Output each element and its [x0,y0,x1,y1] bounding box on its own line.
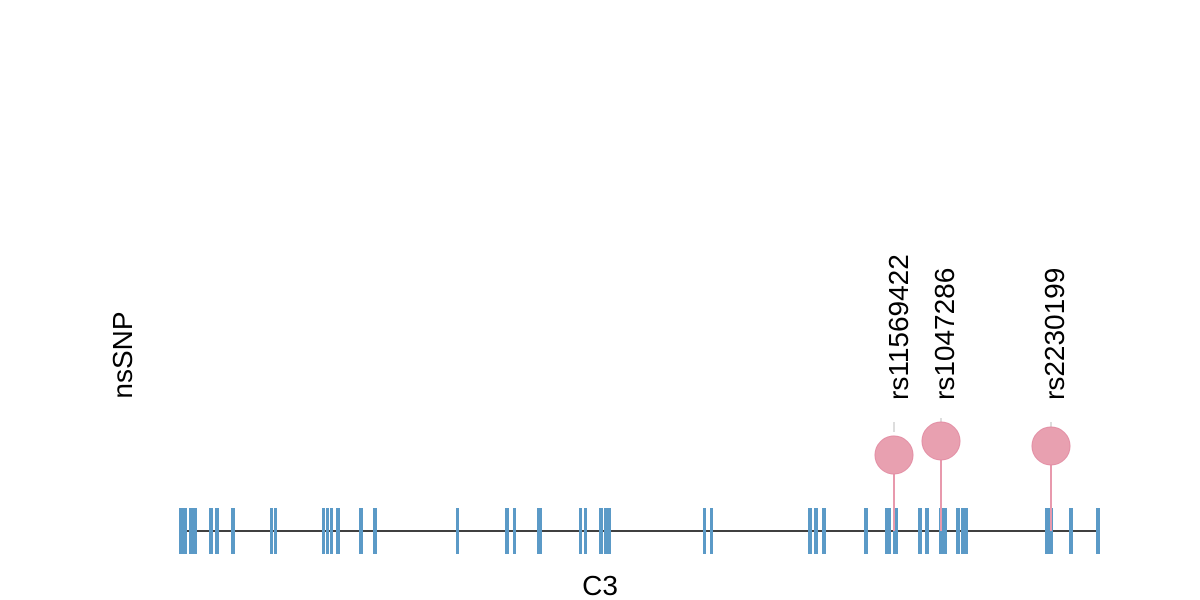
exon [814,508,818,554]
exon [215,508,219,554]
exon [893,508,898,554]
snp-label: rs2230199 [1039,268,1070,400]
exon [822,508,826,554]
track-label: nsSNP [107,311,138,398]
snp-head [921,421,961,461]
exon [373,508,377,554]
exon [584,508,587,554]
exon [956,508,960,554]
exon [456,508,459,554]
exon [274,508,277,554]
snp-label: rs1047286 [929,268,960,400]
exon [579,508,582,554]
exon [604,508,611,554]
exon [939,508,947,554]
exon [1069,508,1073,554]
snp-head [874,435,914,475]
exon [918,508,922,554]
exon [1096,508,1100,554]
exon [505,508,509,554]
exon [336,508,340,554]
exon [330,508,333,554]
exon [864,508,868,554]
exon [270,508,273,554]
snp: rs2230199 [1031,268,1071,531]
exon [189,508,197,554]
exon [961,508,968,554]
exon [326,508,329,554]
exon [710,508,713,554]
snp-head [1031,426,1071,466]
exon [537,508,542,554]
exon [209,508,213,554]
exons [179,508,1100,554]
exon [808,508,812,554]
exon [179,508,187,554]
exon [885,508,891,554]
snp-label: rs11569422 [883,254,914,400]
gene-name: C3 [582,570,618,600]
exon [513,508,516,554]
exon [1045,508,1053,554]
exon [599,508,603,554]
exon [359,508,363,554]
exon [703,508,706,554]
exon [231,508,235,554]
snp: rs1047286 [921,268,961,531]
snp: rs11569422 [874,254,914,531]
exon [322,508,325,554]
exon [925,508,929,554]
